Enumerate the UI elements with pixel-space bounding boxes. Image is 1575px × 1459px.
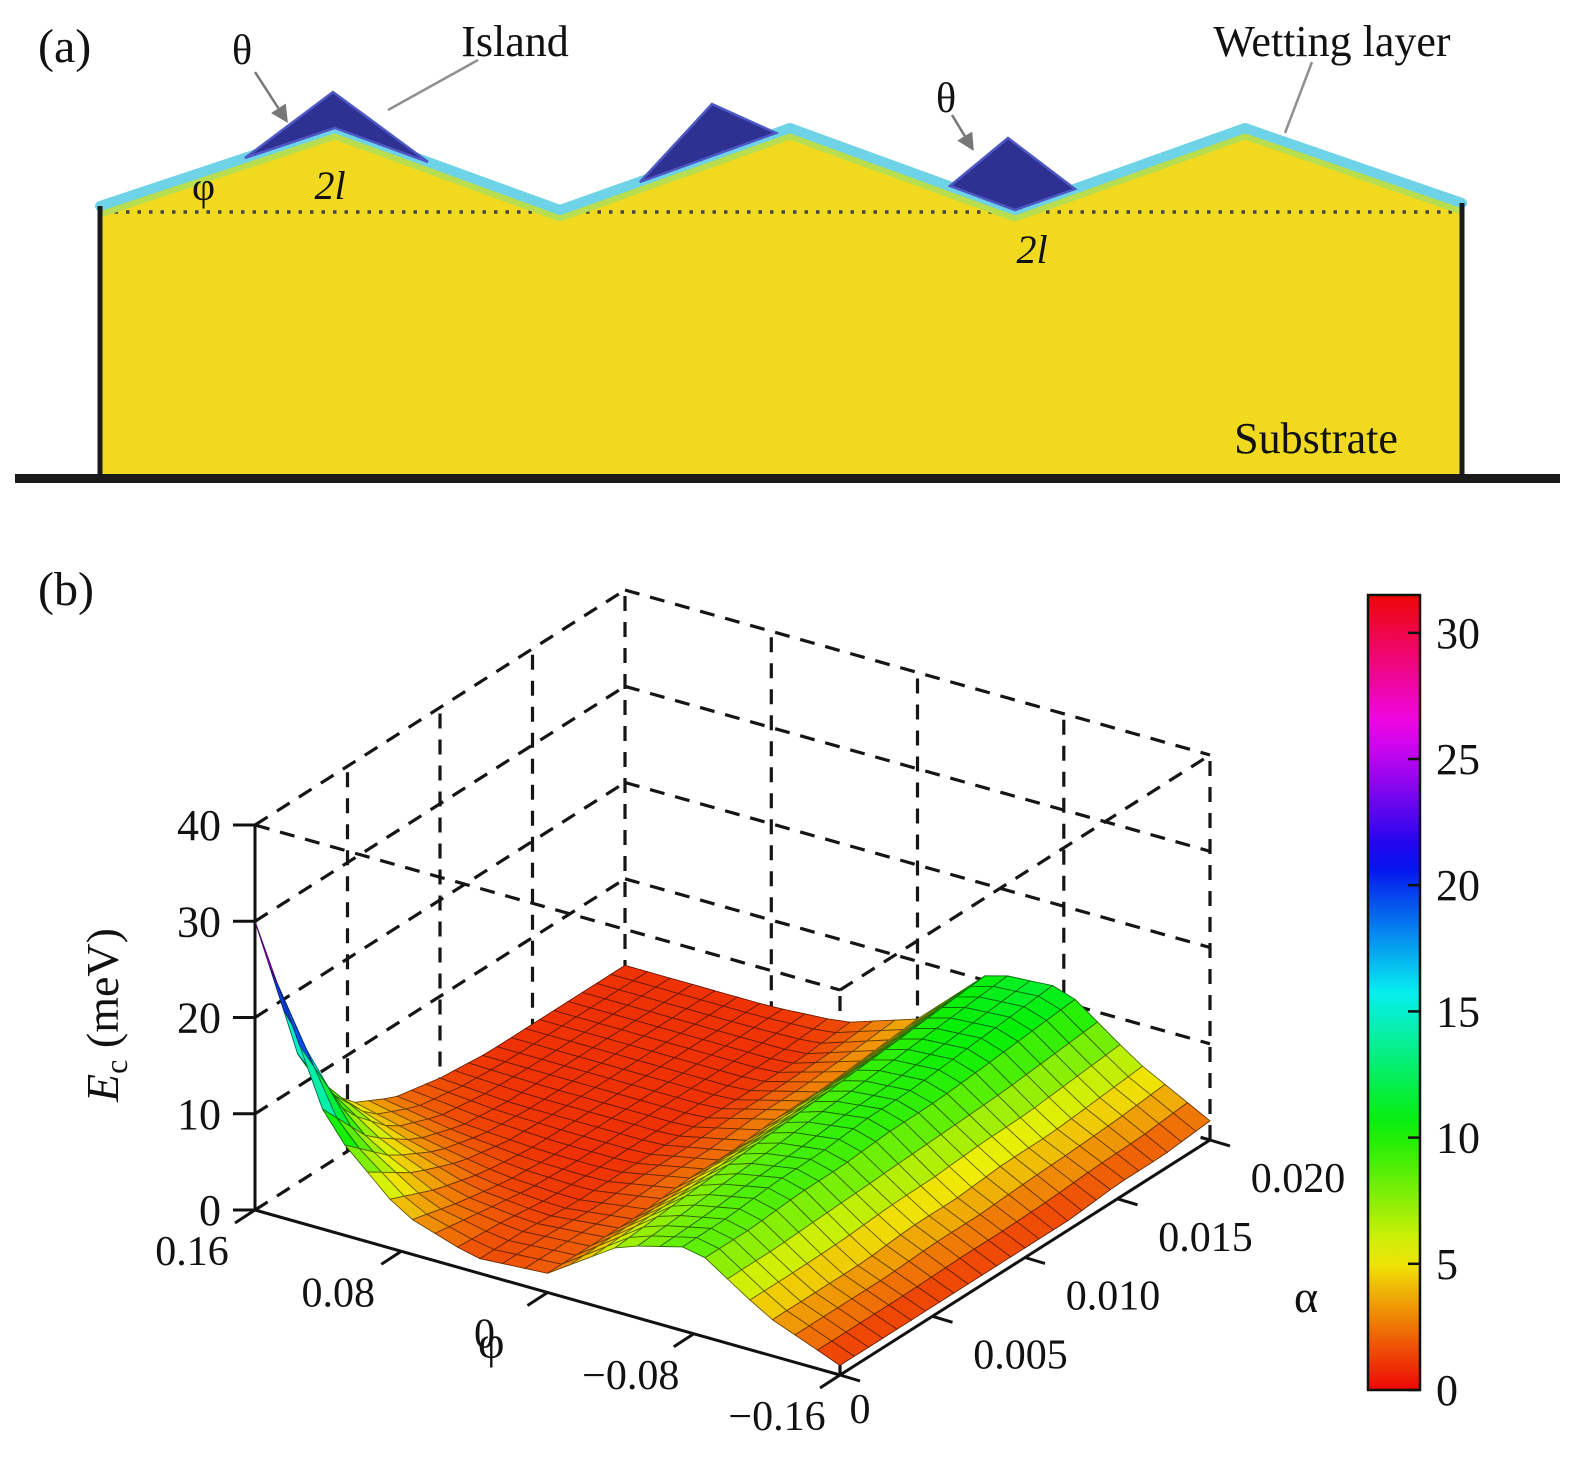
- ground-line: [15, 474, 1560, 483]
- z-tick-label: 20: [177, 994, 221, 1043]
- phi-tick: [819, 1373, 841, 1390]
- z-tick-label: 30: [177, 897, 221, 946]
- panel-a-tag: (a): [38, 20, 91, 73]
- wetting-layer-green-edge: [98, 130, 1464, 222]
- alpha-tick: [1117, 1197, 1138, 1207]
- alpha-tick-label: 0: [850, 1387, 871, 1433]
- theta-arrow-2: [950, 114, 974, 151]
- phi-tick-label: 0.08: [302, 1270, 376, 1316]
- phi-tick-label: −0.08: [582, 1353, 679, 1399]
- alpha-tick: [932, 1314, 953, 1324]
- phi-tick: [380, 1250, 403, 1266]
- colorbar: 0 5 10 15 20 25 30: [1366, 593, 1480, 1415]
- wetting-layer-label: Wetting layer: [1213, 17, 1450, 66]
- panel-a-schematic: (a) θ Island Wetting layer θ φ 2l 2l Sub…: [15, 17, 1560, 483]
- alpha-tick: [1024, 1256, 1046, 1265]
- alpha-tick-label: 0.020: [1251, 1156, 1346, 1202]
- island-3: [947, 136, 1078, 212]
- colorbar-tick-label: 20: [1436, 861, 1480, 910]
- wall-alpha-horizontal-gridline: [624, 877, 1211, 1046]
- z-tick-label: 40: [177, 801, 221, 850]
- colorbar-tick-label: 5: [1436, 1240, 1458, 1289]
- z-tick-label: 0: [199, 1186, 221, 1235]
- phi-angle-label: φ: [192, 164, 215, 209]
- z-axis-sub: c: [98, 1060, 134, 1074]
- panel-b-tag: (b): [38, 563, 94, 616]
- half-period-label-2: 2l: [1016, 227, 1047, 272]
- panel-b-surface-plot: 0 10 20 30 40 0.16 0.08 0 −0.08 −0.16 0 0.005 0.010 0…: [38, 563, 1480, 1440]
- phi-tick-label: −0.16: [728, 1394, 825, 1440]
- z-axis-unit: (meV): [77, 928, 128, 1060]
- colorbar-tick-label: 15: [1436, 987, 1480, 1036]
- dashed-grid-box: [253, 588, 1212, 1375]
- wall-phi-horizontal-gridline: [254, 588, 626, 827]
- phi-tick: [526, 1291, 549, 1307]
- wall-phi-horizontal-gridline: [254, 684, 626, 923]
- top-right-edge: [839, 753, 1211, 992]
- island-1: [244, 90, 429, 164]
- substrate-block: [100, 128, 1462, 475]
- theta-arrow-1: [253, 71, 288, 123]
- wall-alpha-horizontal-gridline: [624, 780, 1211, 950]
- alpha-tick-label: 0.015: [1158, 1215, 1253, 1261]
- wall-phi-horizontal-gridline: [254, 781, 626, 1019]
- axes-and-ticks: 0 10 20 30 40 0.16 0.08 0 −0.08 −0.16 0 0.005 0.010 0…: [155, 801, 1345, 1440]
- z-tick-label: 10: [177, 1090, 221, 1139]
- alpha-tick-label: 0.010: [1066, 1274, 1161, 1320]
- theta-label-1: θ: [232, 28, 252, 74]
- surface-mesh: [254, 921, 1211, 1366]
- alpha-tick: [1209, 1138, 1231, 1148]
- colorbar-tick-label: 10: [1436, 1114, 1480, 1163]
- island-2: [639, 102, 780, 184]
- wall-alpha-horizontal-gridline: [624, 684, 1211, 853]
- colorbar-bar: [1366, 593, 1422, 1392]
- half-period-label-1: 2l: [314, 163, 345, 208]
- alpha-tick: [839, 1373, 861, 1383]
- surface-cell: [277, 983, 315, 1068]
- phi-tick: [672, 1332, 695, 1349]
- z-axis-var: E: [77, 1074, 128, 1103]
- theta-label-2: θ: [936, 76, 956, 122]
- surface-cell: [254, 921, 293, 1017]
- island-leader-line: [387, 58, 479, 112]
- phi-tick: [234, 1208, 256, 1225]
- wall-alpha-horizontal-gridline: [624, 588, 1211, 757]
- wall-phi-horizontal-gridline: [254, 877, 626, 1116]
- substrate-label: Substrate: [1234, 414, 1398, 463]
- phi-tick-label: 0: [474, 1312, 495, 1358]
- surface-cell: [816, 1340, 856, 1366]
- phi-axis-title: φ: [478, 1317, 505, 1368]
- phi-tick-label: 0.16: [155, 1229, 229, 1275]
- z-axis-title: Ec (meV): [77, 928, 134, 1103]
- colorbar-tick-label: 25: [1436, 735, 1480, 784]
- alpha-tick-label: 0.005: [973, 1332, 1068, 1378]
- colorbar-tick-label: 0: [1436, 1366, 1458, 1415]
- island-label: Island: [461, 17, 569, 66]
- top-front-edge: [254, 823, 841, 992]
- colorbar-tick-label: 30: [1436, 609, 1480, 658]
- alpha-axis-title: α: [1294, 1271, 1318, 1322]
- wetting-layer-leader-line: [1283, 61, 1314, 134]
